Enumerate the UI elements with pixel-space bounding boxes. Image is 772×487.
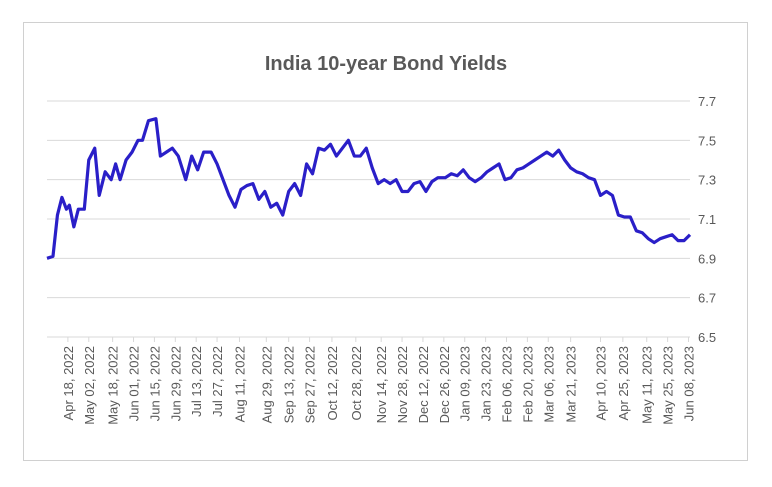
y-tick-label: 6.7: [698, 291, 716, 306]
x-tick-label: May 11, 2023: [640, 346, 655, 424]
x-tick-label: Dec 12, 2022: [416, 346, 431, 423]
x-tick-label: Jun 15, 2022: [147, 346, 162, 421]
x-tick-label: Mar 21, 2023: [564, 346, 579, 423]
chart-title: India 10-year Bond Yields: [265, 53, 507, 75]
x-tick-label: Jun 08, 2023: [682, 346, 697, 421]
x-tick-label: Mar 06, 2023: [541, 346, 556, 423]
data-line: [46, 117, 692, 260]
x-tick-label: Apr 18, 2022: [61, 346, 76, 420]
x-tick-label: Aug 11, 2022: [232, 346, 247, 422]
chart-frame: [23, 22, 748, 461]
y-tick-label: 7.3: [698, 173, 716, 188]
x-tick-label: May 18, 2022: [106, 346, 121, 425]
y-tick-label: 7.1: [698, 212, 716, 227]
x-tick-label: Dec 26, 2022: [437, 346, 452, 423]
x-tick-label: Apr 10, 2023: [593, 346, 608, 420]
x-tick-label: Apr 25, 2023: [616, 346, 631, 420]
x-tick-label: May 02, 2022: [82, 346, 97, 425]
x-tick-label: May 25, 2023: [661, 346, 676, 425]
x-tick-label: Nov 14, 2022: [374, 346, 389, 423]
y-tick-label: 6.5: [698, 330, 716, 345]
x-tick-label: Nov 28, 2022: [395, 346, 410, 423]
x-tick-label: Oct 28, 2022: [349, 346, 364, 420]
x-tick-label: Aug 29, 2022: [259, 346, 274, 423]
x-tick-label: Oct 12, 2022: [325, 346, 340, 420]
x-tick-label: Feb 06, 2023: [499, 346, 514, 423]
x-tick-label: Jun 29, 2022: [168, 346, 183, 421]
x-tick-label: Sep 27, 2022: [303, 346, 318, 423]
y-tick-label: 7.5: [698, 133, 716, 148]
x-tick-label: Jul 13, 2022: [189, 346, 204, 417]
y-tick-label: 6.9: [698, 251, 716, 266]
y-tick-label: 7.7: [698, 94, 716, 109]
x-tick-label: Jan 09, 2023: [458, 346, 473, 421]
x-tick-label: Jul 27, 2022: [210, 346, 225, 417]
x-tick-label: Jun 01, 2022: [127, 346, 142, 421]
x-tick-label: Sep 13, 2022: [282, 346, 297, 423]
x-tick-label: Feb 20, 2023: [520, 346, 535, 423]
x-tick-label: Jan 23, 2023: [479, 346, 494, 421]
